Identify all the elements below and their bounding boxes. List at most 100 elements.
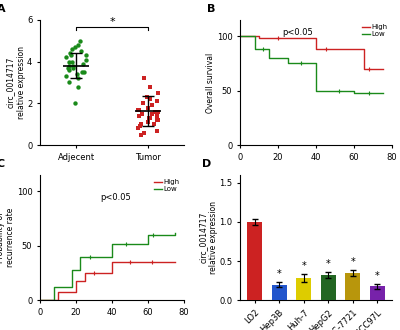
Text: D: D — [202, 159, 211, 169]
High — [110, 271, 114, 275]
High — [154, 260, 159, 264]
Point — [65, 65, 72, 71]
Y-axis label: Probability of
recurrence rate: Probability of recurrence rate — [0, 208, 15, 267]
Low — [352, 91, 356, 95]
Low — [146, 233, 150, 237]
Point — [153, 113, 160, 118]
Point — [78, 49, 84, 54]
Point — [135, 126, 142, 131]
High — [38, 298, 42, 302]
Point — [140, 101, 146, 106]
Low — [380, 91, 385, 95]
Low — [110, 242, 114, 246]
Low — [285, 61, 290, 65]
Text: A: A — [0, 4, 6, 14]
Point — [138, 132, 144, 137]
Bar — [321, 275, 336, 300]
Low — [266, 47, 271, 51]
Point — [149, 103, 155, 108]
Point — [141, 76, 147, 81]
Point — [138, 111, 145, 116]
Point — [154, 99, 161, 104]
Low — [70, 268, 75, 272]
Point — [75, 76, 81, 81]
Low — [361, 91, 366, 95]
Text: p<0.05: p<0.05 — [282, 28, 313, 37]
Low — [52, 298, 57, 302]
Point — [146, 115, 152, 121]
Line: Low: Low — [40, 233, 175, 300]
High — [82, 279, 87, 283]
Point — [65, 63, 72, 68]
Point — [144, 94, 150, 100]
Point — [154, 128, 160, 133]
Point — [151, 122, 157, 127]
High — [314, 47, 318, 51]
Low — [253, 47, 258, 51]
High — [380, 67, 385, 71]
Text: *: * — [301, 261, 306, 271]
High — [56, 290, 60, 294]
Point — [82, 53, 89, 58]
High — [314, 36, 318, 40]
High — [74, 290, 78, 294]
Point — [80, 61, 86, 66]
Point — [154, 90, 161, 96]
Point — [147, 84, 153, 89]
Point — [73, 72, 80, 77]
Text: B: B — [206, 4, 215, 14]
High — [74, 279, 78, 283]
Text: *: * — [375, 271, 380, 281]
Low — [70, 285, 75, 289]
Text: p<0.05: p<0.05 — [100, 193, 131, 202]
Point — [145, 119, 151, 125]
Point — [137, 124, 143, 129]
Point — [66, 67, 72, 73]
Text: *: * — [350, 257, 355, 267]
Text: *: * — [277, 269, 282, 279]
Point — [68, 53, 75, 58]
Bar — [296, 279, 311, 300]
Point — [70, 65, 76, 71]
Line: Low: Low — [240, 36, 382, 93]
Legend: High, Low: High, Low — [361, 23, 388, 38]
Low — [77, 255, 82, 259]
Point — [135, 107, 141, 112]
Point — [63, 55, 70, 60]
Y-axis label: circ_0014717
relative expression: circ_0014717 relative expression — [6, 46, 26, 119]
Y-axis label: circ_0014717
relative expression: circ_0014717 relative expression — [198, 201, 218, 274]
Low — [110, 255, 114, 259]
Point — [145, 105, 152, 110]
Point — [79, 69, 85, 75]
Point — [147, 97, 153, 102]
Legend: High, Low: High, Low — [153, 179, 180, 193]
Low — [146, 242, 150, 246]
Low — [173, 231, 178, 235]
Bar — [370, 286, 385, 300]
Point — [66, 50, 73, 56]
Point — [145, 105, 152, 110]
Point — [155, 109, 161, 115]
Point — [65, 59, 72, 64]
High — [173, 260, 178, 264]
High — [370, 67, 375, 71]
Low — [77, 268, 82, 272]
Point — [152, 109, 158, 115]
Point — [140, 130, 147, 135]
Point — [148, 111, 155, 116]
Line: High: High — [40, 262, 175, 300]
Point — [75, 84, 82, 89]
Point — [147, 115, 154, 121]
Point — [136, 107, 142, 112]
Low — [52, 285, 57, 289]
High — [238, 34, 242, 38]
Bar — [272, 284, 286, 300]
Point — [68, 47, 75, 52]
Bar — [346, 273, 360, 300]
Bar — [247, 222, 262, 300]
Point — [72, 101, 78, 106]
Point — [154, 117, 160, 123]
Point — [66, 80, 72, 85]
Text: *: * — [326, 259, 331, 269]
High — [257, 36, 262, 40]
